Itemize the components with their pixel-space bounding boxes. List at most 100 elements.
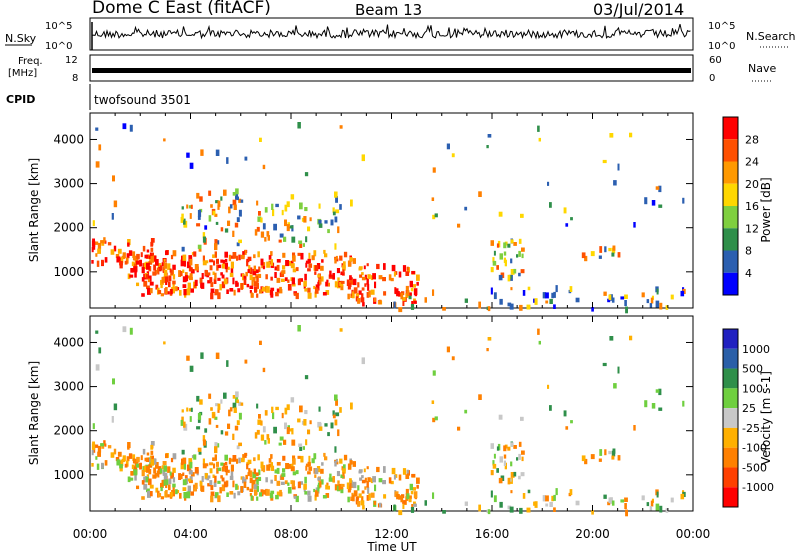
power-cell [318, 203, 321, 209]
power-cell [92, 220, 95, 227]
power-cell [352, 278, 357, 286]
velocity-cell [402, 468, 407, 475]
power-cell [210, 204, 213, 208]
velocity-cell [217, 480, 221, 484]
power-cell [235, 188, 239, 195]
power-cell [295, 267, 299, 272]
velocity-cell [146, 452, 150, 456]
power-cell [234, 222, 239, 228]
velocity-cell [172, 477, 176, 483]
velocity-cell [248, 468, 251, 475]
velocity-cell [187, 485, 191, 492]
power-cell [363, 265, 366, 270]
power-cell [127, 242, 130, 247]
power-cell [335, 255, 338, 260]
power-cell [254, 286, 257, 293]
velocity-cell [189, 461, 193, 469]
power-cell [659, 302, 663, 310]
power-cell [370, 275, 373, 281]
power-cell [343, 251, 348, 258]
velocity-cell [446, 346, 450, 353]
velocity-cell [212, 413, 216, 419]
velocity-cell [181, 449, 185, 455]
colorbar-segment [723, 228, 738, 251]
power-cell [100, 240, 104, 244]
power-cell [320, 276, 324, 282]
power-cell [116, 256, 121, 263]
power-cell [507, 302, 512, 307]
velocity-cell [188, 478, 192, 482]
power-cell [526, 304, 531, 310]
velocity-cell [413, 501, 416, 506]
velocity-cell [620, 499, 625, 503]
power-cell [268, 255, 272, 260]
power-cell [199, 196, 203, 202]
velocity-cell [259, 492, 262, 497]
velocity-cell [335, 399, 338, 406]
power-cell [413, 288, 418, 296]
velocity-cell [611, 500, 615, 506]
velocity-cell [299, 405, 303, 413]
power-cell [259, 289, 262, 294]
velocity-cell [182, 487, 187, 491]
velocity-cell [179, 493, 182, 499]
velocity-cell [323, 452, 326, 457]
power-cell [213, 260, 216, 266]
power-cell [97, 242, 102, 250]
power-cell [408, 295, 412, 300]
velocity-cell [139, 462, 142, 470]
power-cell [521, 247, 525, 252]
power-cell [197, 216, 201, 220]
power-cell [361, 154, 365, 162]
velocity-cell [298, 443, 303, 447]
velocity-cell [221, 466, 225, 472]
velocity-cell [565, 426, 569, 430]
power-cell [339, 255, 343, 261]
power-cell [682, 197, 685, 204]
power-cell [303, 216, 307, 223]
power-cell [565, 223, 569, 227]
power-cell [656, 288, 659, 295]
velocity-cell [253, 484, 258, 490]
power-cell [219, 284, 222, 291]
power-cell [236, 217, 240, 222]
power-cell [141, 267, 145, 274]
velocity-cell [150, 445, 154, 450]
velocity-cell [198, 450, 202, 455]
velocity-cell [194, 467, 199, 474]
power-cell [124, 260, 128, 265]
velocity-cell [94, 444, 99, 448]
velocity-cell [217, 495, 221, 503]
power-cell [141, 293, 145, 297]
power-cell [249, 274, 253, 281]
velocity-cell [184, 475, 188, 480]
velocity-cell [256, 403, 259, 409]
power-cell [210, 292, 214, 300]
velocity-cell [256, 485, 259, 492]
velocity-cell [207, 483, 212, 487]
velocity-cell [258, 476, 262, 481]
power-cell [349, 281, 352, 288]
power-cell [509, 303, 514, 310]
velocity-cell [208, 418, 212, 425]
power-cell [382, 277, 386, 282]
velocity-cell [161, 465, 166, 470]
power-cell [235, 192, 239, 200]
power-cell [266, 231, 270, 237]
power-colorbar-tick: 12 [745, 222, 759, 235]
velocity-cell [349, 460, 353, 465]
power-cell [179, 290, 182, 296]
power-cell [446, 143, 450, 150]
power-cell [334, 216, 338, 223]
velocity-cell [602, 362, 607, 367]
velocity-cell [91, 463, 94, 467]
power-cell [226, 157, 229, 164]
power-cell [364, 274, 367, 280]
velocity-cell [182, 472, 185, 476]
velocity-cell [347, 463, 352, 470]
velocity-cell [291, 439, 296, 446]
velocity-cell [431, 400, 435, 404]
power-cell [357, 298, 361, 304]
power-cell [613, 180, 617, 186]
velocity-cell [342, 472, 345, 477]
